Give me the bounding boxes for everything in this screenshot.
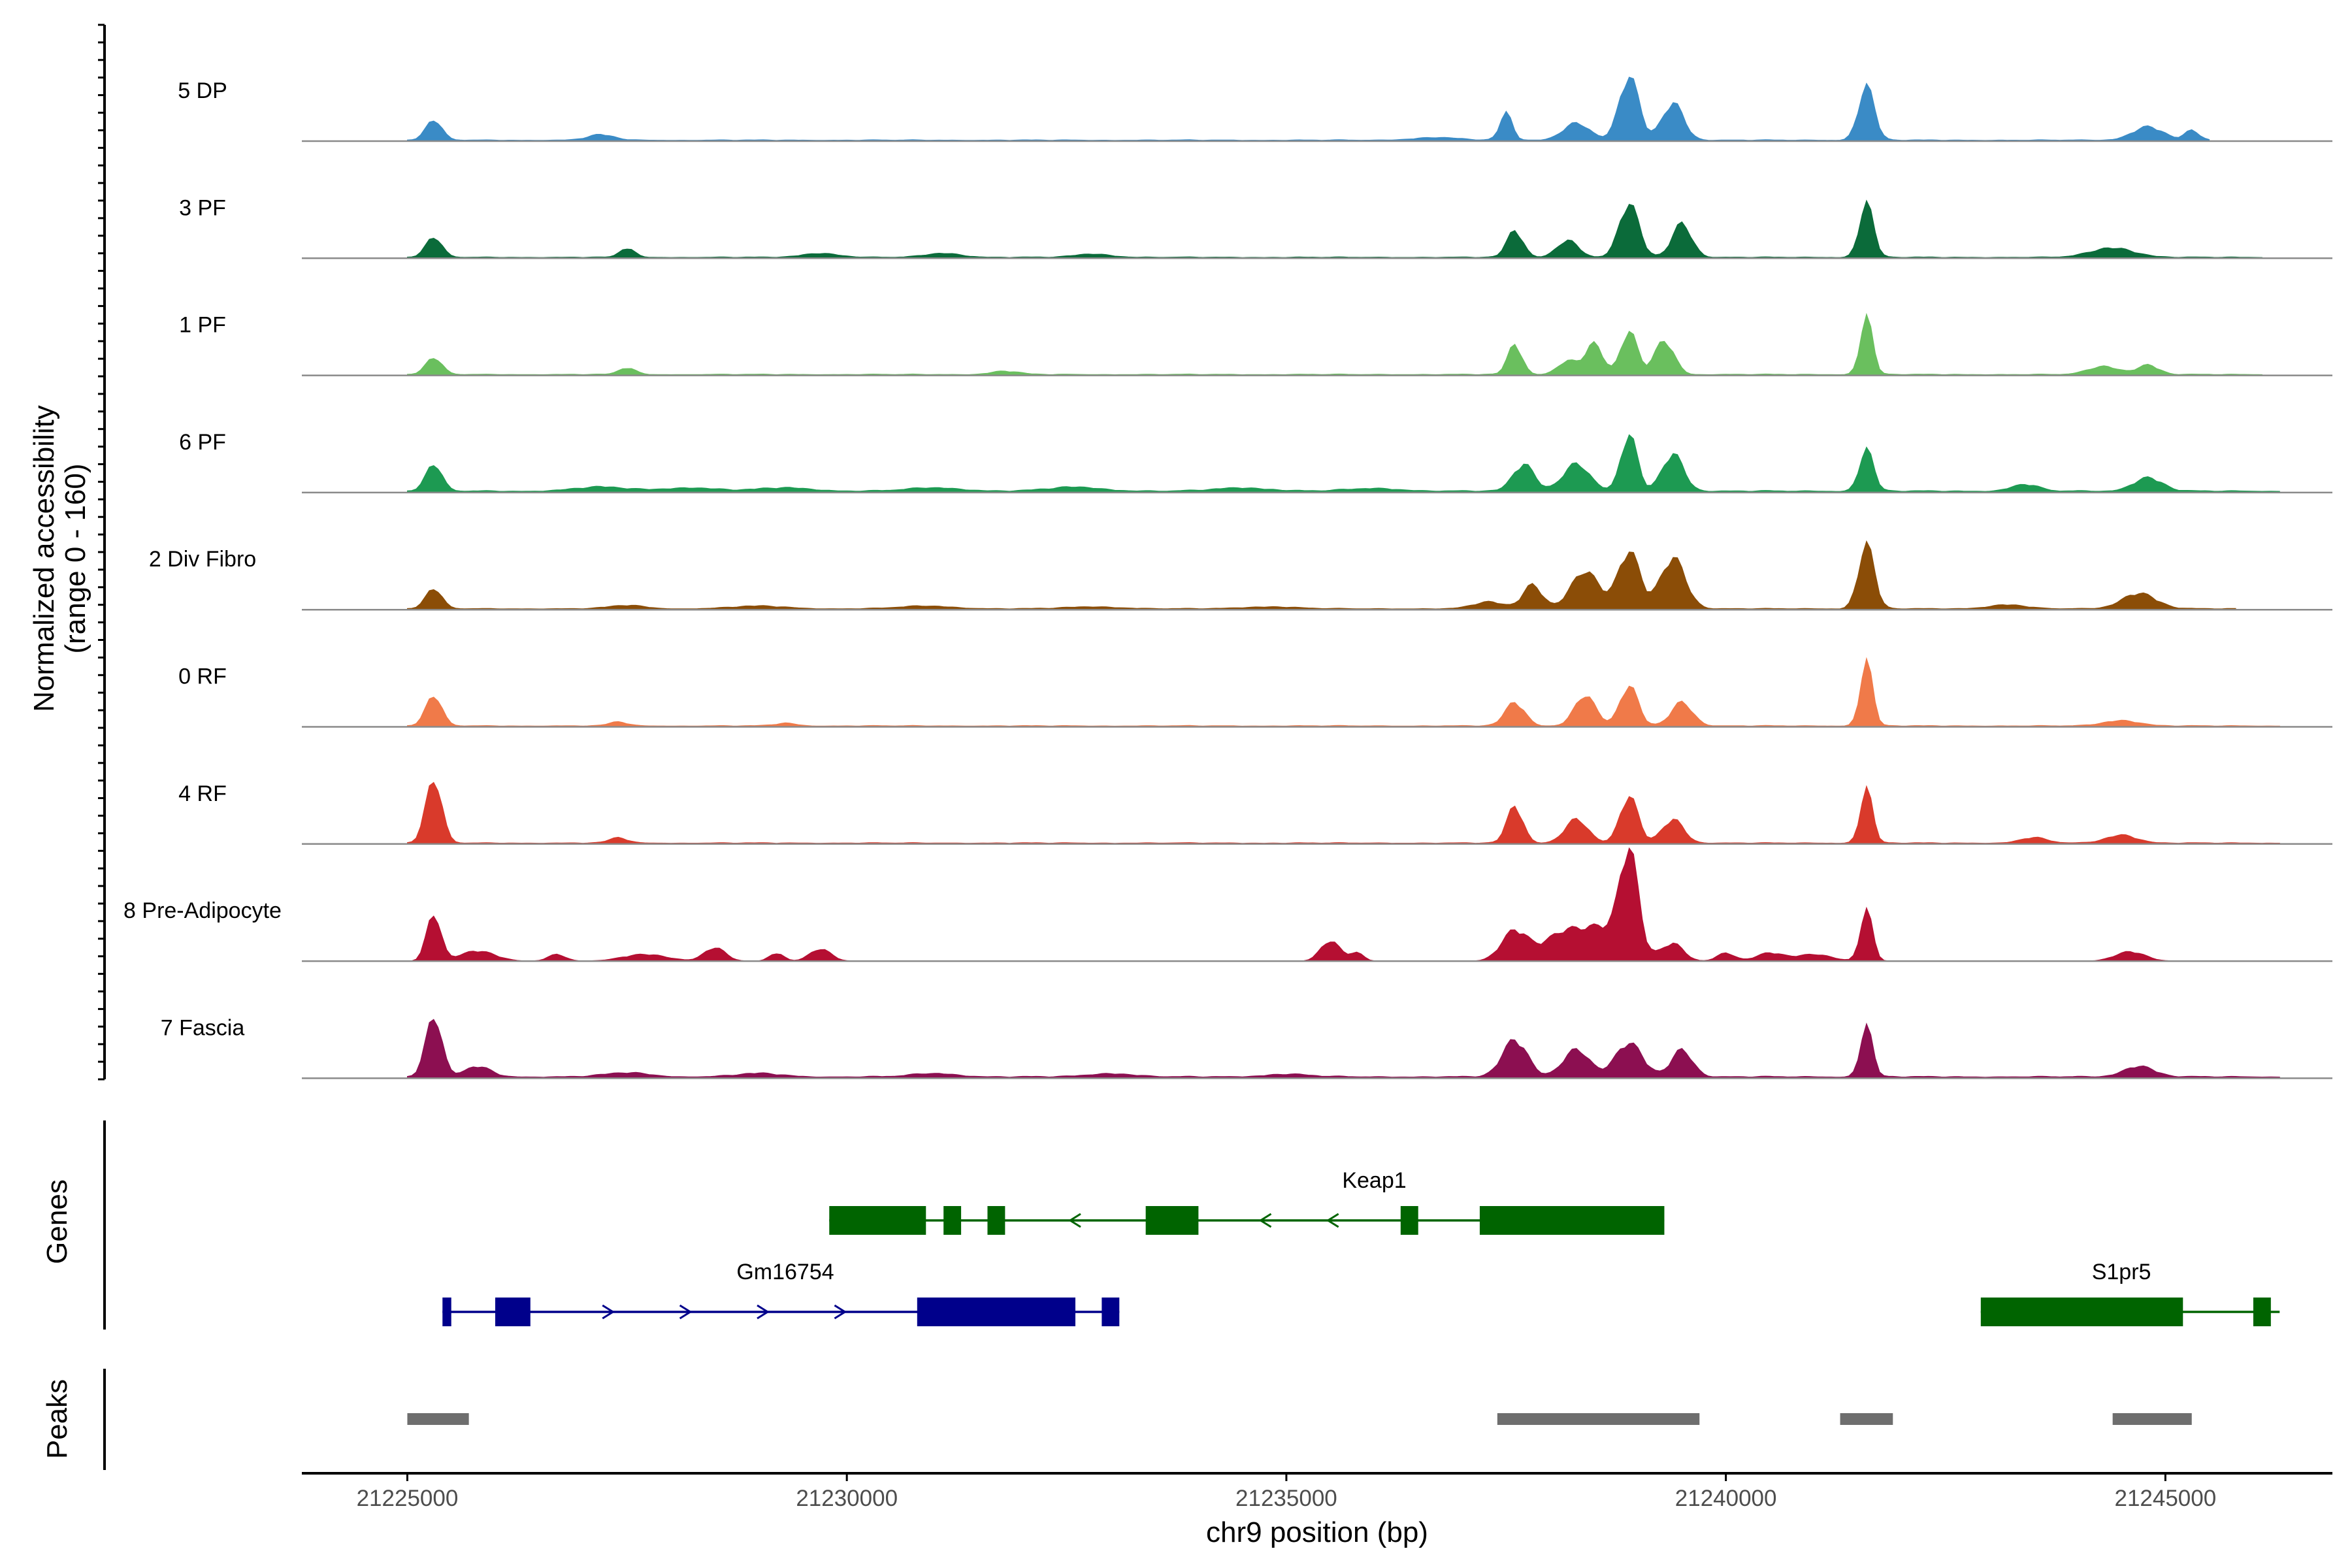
track-4-rf: 4 RF xyxy=(178,781,2332,845)
peak-region xyxy=(407,1413,469,1425)
coverage-area xyxy=(407,434,2280,493)
gene-exon xyxy=(943,1206,962,1235)
gene-keap1: Keap1 xyxy=(829,1168,1665,1235)
y-axis-label-line2: (range 0 - 160) xyxy=(59,463,91,653)
gene-exon xyxy=(2253,1298,2271,1326)
genes-panel-label: Genes xyxy=(41,1179,73,1264)
track-5-dp: 5 DP xyxy=(178,76,2332,142)
coverage-area xyxy=(407,1019,2280,1079)
coverage-area xyxy=(407,540,2236,610)
track-label: 6 PF xyxy=(179,430,226,455)
track-label: 1 PF xyxy=(179,313,226,338)
track-label: 7 Fascia xyxy=(161,1015,245,1040)
gene-s1pr5: S1pr5 xyxy=(1980,1260,2280,1326)
track-0-rf: 0 RF xyxy=(178,657,2332,728)
strand-arrow-icon xyxy=(1326,1213,1339,1228)
x-tick-label: 21225000 xyxy=(357,1486,459,1511)
track-6-pf: 6 PF xyxy=(179,430,2332,494)
strand-arrow-icon xyxy=(602,1304,615,1320)
peak-region xyxy=(1497,1413,1700,1425)
track-3-pf: 3 PF xyxy=(179,195,2332,259)
strand-arrow-icon xyxy=(679,1304,693,1320)
x-axis-title: chr9 position (bp) xyxy=(1206,1516,1428,1548)
x-tick-label: 21245000 xyxy=(2114,1486,2216,1511)
gene-name-label: Keap1 xyxy=(1342,1168,1406,1193)
peak-panel xyxy=(103,1369,2192,1470)
x-axis: 21225000 21230000 21235000 21240000 21245000 xyxy=(302,1472,2332,1511)
strand-arrow-icon xyxy=(1068,1213,1081,1228)
strand-arrow-icon xyxy=(757,1304,770,1320)
gene-exon xyxy=(917,1298,1075,1326)
track-label: 3 PF xyxy=(179,195,226,220)
gene-exon xyxy=(987,1206,1005,1235)
gene-gm16754: Gm16754 xyxy=(442,1260,1120,1326)
track-label: 8 Pre-Adipocyte xyxy=(123,898,282,923)
coverage-area xyxy=(407,657,2280,727)
track-label: 5 DP xyxy=(178,78,227,103)
y-axis-label-line1: Normalized accessibility xyxy=(28,405,60,711)
strand-arrow-icon xyxy=(834,1304,847,1320)
track-8-pre-adipocyte: 8 Pre-Adipocyte xyxy=(123,847,2332,962)
peak-region xyxy=(2112,1413,2192,1425)
peak-region xyxy=(1840,1413,1893,1425)
strand-arrow-icon xyxy=(1258,1213,1272,1228)
gene-exon xyxy=(1400,1206,1418,1235)
gene-exon xyxy=(1980,1298,2183,1326)
gene-exon xyxy=(442,1298,451,1326)
gene-exon xyxy=(829,1206,926,1235)
peaks-panel-label: Peaks xyxy=(41,1379,73,1459)
coverage-area xyxy=(407,76,2210,142)
coverage-area xyxy=(407,781,2280,845)
gene-name-label: Gm16754 xyxy=(736,1260,834,1284)
track-label: 2 Div Fibro xyxy=(149,547,256,572)
track-7-fascia: 7 Fascia xyxy=(161,1015,2332,1079)
coverage-area xyxy=(407,199,2262,259)
track-label: 0 RF xyxy=(178,664,227,689)
gene-exon xyxy=(495,1298,531,1326)
track-label: 4 RF xyxy=(178,781,227,806)
gene-name-label: S1pr5 xyxy=(2092,1260,2151,1284)
x-tick-label: 21240000 xyxy=(1675,1486,1777,1511)
gene-exon xyxy=(1145,1206,1199,1235)
coverage-area xyxy=(407,312,2262,376)
gene-panel: Keap1 Gm16754 S1pr5 xyxy=(103,1120,2280,1330)
track-1-pf: 1 PF xyxy=(179,313,2332,376)
gene-exon xyxy=(1102,1298,1120,1326)
coverage-tracks: 5 DP 3 PF 1 PF 6 PF 2 Div Fibro 0 RF 4 RF 8 Pre… xyxy=(98,24,2332,1081)
x-tick-label: 21235000 xyxy=(1235,1486,1337,1511)
track-2-div-fibro: 2 Div Fibro xyxy=(149,540,2332,611)
x-tick-label: 21230000 xyxy=(796,1486,898,1511)
gene-exon xyxy=(1479,1206,1665,1235)
